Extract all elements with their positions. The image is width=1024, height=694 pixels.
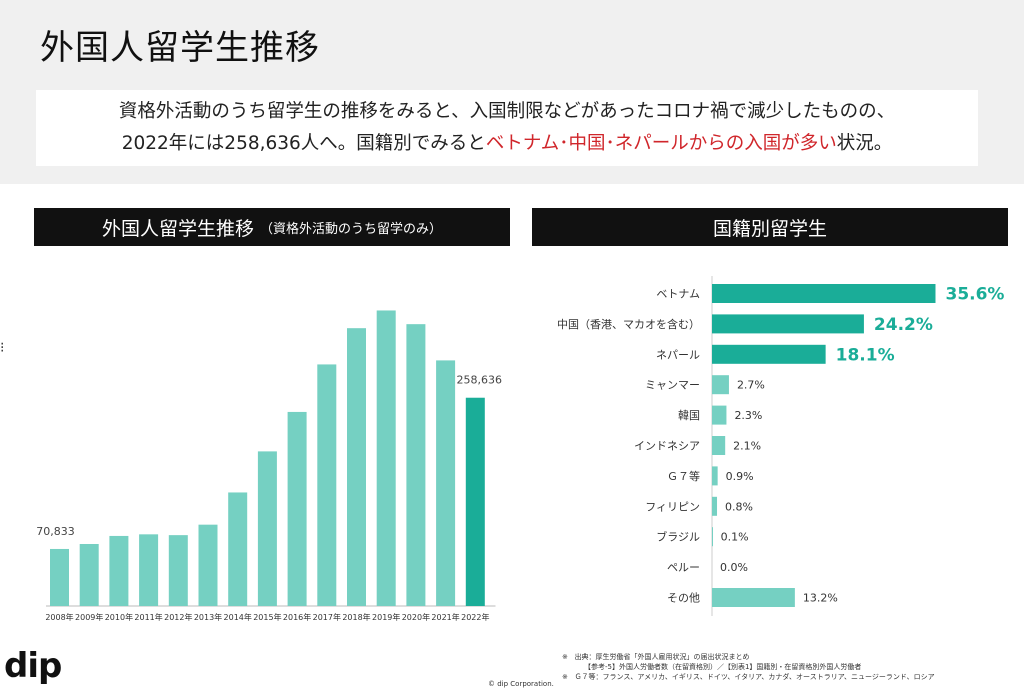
tick-label: 2015年	[253, 612, 281, 622]
bar-中国（香港、マカオを含む）	[712, 314, 864, 334]
bar-2014年	[228, 492, 248, 606]
category-label: ベトナム	[656, 288, 700, 301]
right-panel-header: 国籍別留学生	[532, 208, 1008, 246]
summary-line-2-post: 状況。	[836, 133, 893, 154]
value-label: 2.7%	[737, 379, 765, 392]
bar-韓国	[712, 405, 727, 425]
value-label: 35.6%	[945, 285, 1004, 305]
category-label: ブラジル	[656, 530, 700, 544]
bar-インドネシア	[712, 436, 726, 455]
left-panel-title: 外国人留学生推移	[101, 217, 254, 240]
dip-logo: dip	[4, 646, 62, 686]
category-label: 中国（香港、マカオを含む）	[557, 317, 700, 331]
bar-Ｇ７等	[712, 466, 718, 486]
bar-2017年	[317, 364, 337, 606]
tick-label: 2011年	[134, 612, 162, 622]
bar-2010年	[109, 535, 129, 606]
tick-label: 2022年	[461, 612, 489, 622]
bar-ミャンマー	[712, 375, 729, 395]
note1: 出典：厚生労働省「外国人雇用状況」の届出状況まとめ	[574, 653, 750, 661]
tick-label: 2012年	[164, 612, 192, 622]
category-label: Ｇ７等	[667, 469, 700, 483]
data-label: 70,833	[36, 525, 75, 538]
tick-label: 2021年	[431, 612, 459, 622]
tick-label: 2019年	[372, 612, 400, 622]
summary-line-2: 2022年には258,636人へ。国籍別でみるとベトナム･中国･ネパールからの入…	[36, 128, 978, 160]
bar-2016年	[287, 411, 307, 606]
bar-2011年	[139, 534, 159, 606]
trend-bar-chart: 2008年 70,833 2009年 2010年 2011年 2012年 2013年 2014…	[36, 310, 503, 622]
value-label: 0.1%	[721, 531, 749, 544]
category-label: ミャンマー	[645, 379, 700, 392]
note2-mark: ※	[562, 673, 568, 681]
tick-label: 2009年	[75, 612, 103, 622]
bar-2008年	[50, 548, 69, 606]
tick-label: 2016年	[283, 612, 311, 622]
category-label: 韓国	[678, 409, 700, 422]
left-panel-header: 外国人留学生推移 （資格外活動のうち留学のみ）	[34, 208, 510, 246]
tick-label: 2018年	[342, 612, 370, 622]
value-label: 2.1%	[733, 440, 761, 453]
tick-label: 2008年	[45, 612, 73, 622]
category-label: ペルー	[667, 561, 700, 574]
summary-box: 資格外活動のうち留学生の推移をみると、入国制限などがあったコロナ禍で減少したもの…	[36, 90, 978, 166]
bar-2021年	[436, 360, 456, 606]
tick-label: 2017年	[313, 612, 341, 622]
data-label: 258,636	[457, 374, 503, 387]
bar-2009年	[79, 543, 99, 606]
bar-ブラジル	[712, 527, 713, 547]
value-label: 0.9%	[726, 470, 754, 483]
right-panel-title: 国籍別留学生	[712, 217, 827, 240]
value-label: 18.1%	[836, 345, 895, 365]
value-label: 13.2%	[803, 592, 838, 605]
category-label: インドネシア	[634, 440, 700, 453]
summary-line-2-pre: 2022年には258,636人へ。国籍別でみると	[121, 133, 486, 154]
category-label: その他	[667, 592, 700, 605]
value-label: 0.0%	[720, 561, 748, 574]
tick-label: 2020年	[402, 612, 430, 622]
bar-その他	[712, 588, 795, 607]
category-label: フィリピン	[645, 500, 700, 513]
bar-2018年	[347, 328, 366, 606]
summary-line-1: 資格外活動のうち留学生の推移をみると、入国制限などがあったコロナ禍で減少したもの…	[118, 101, 896, 122]
page-title: 外国人留学生推移	[40, 28, 320, 68]
bar-2013年	[198, 524, 218, 606]
tick-label: 2010年	[105, 612, 133, 622]
value-label: 2.3%	[734, 409, 762, 422]
bar-2022年	[465, 397, 485, 606]
value-label: 0.8%	[725, 500, 753, 513]
nationality-bar-chart: ベトナム 35.6% 中国（香港、マカオを含む） 24.2% ネパール 18.1% ミャンマ…	[557, 276, 1004, 616]
bar-ベトナム	[712, 284, 936, 303]
bar-フィリピン	[712, 496, 718, 516]
tick-label: 2013年	[194, 612, 222, 622]
tick-label: 2014年	[224, 612, 252, 622]
note1-mark: ※	[562, 653, 568, 661]
left-panel-subtitle: （資格外活動のうち留学のみ）	[260, 221, 443, 237]
category-label: ネパール	[656, 348, 700, 361]
bar-2012年	[168, 535, 188, 606]
side-marker-icon: ⁝	[0, 340, 5, 356]
copyright: © dip Corporation.	[488, 680, 554, 688]
summary-highlight: ベトナム･中国･ネパールからの入国が多い	[485, 133, 837, 154]
bar-2019年	[376, 310, 396, 606]
footnotes: ※ 出典：厚生労働省「外国人雇用状況」の届出状況まとめ 【参考-5】外国人労働者…	[562, 652, 935, 682]
bar-2015年	[257, 451, 277, 606]
bar-2020年	[406, 324, 426, 606]
note1b: 【参考-5】外国人労働者数（在留資格別）／【別表1】国籍別・在留資格別外国人労働…	[584, 663, 862, 671]
value-label: 24.2%	[874, 315, 933, 335]
bar-ネパール	[712, 344, 826, 364]
note2: Ｇ７等：フランス、アメリカ、イギリス、ドイツ、イタリア、カナダ、オーストラリア、…	[574, 673, 935, 681]
